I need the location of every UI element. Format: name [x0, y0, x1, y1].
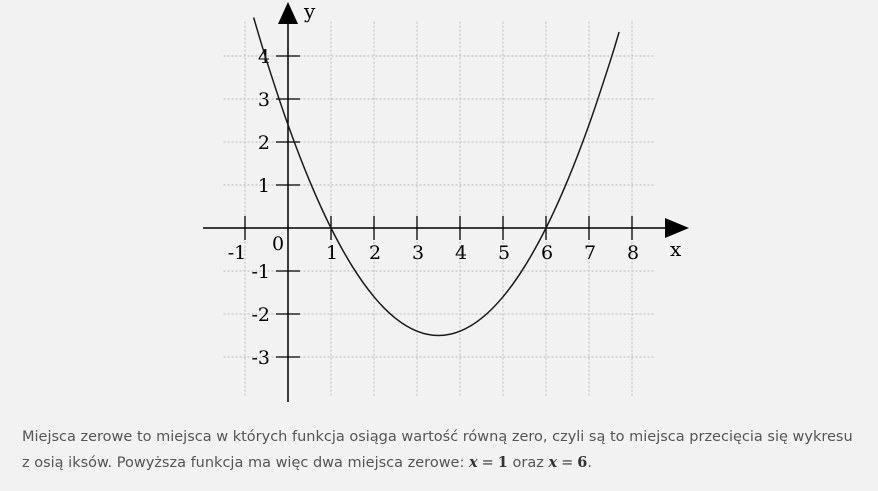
origin-label: 0 — [272, 233, 284, 255]
x-tick-label: 1 — [326, 242, 338, 264]
y-tick-label: -1 — [251, 261, 270, 283]
zero-1-value: 1 — [497, 454, 508, 471]
ticks — [244, 55, 633, 358]
zero-2-expression: x = 6 — [548, 454, 587, 471]
caption-end: . — [587, 455, 592, 471]
x-tick-label: 8 — [627, 242, 639, 264]
x-tick-label: 4 — [455, 242, 467, 264]
x-axis-label: x — [670, 237, 682, 261]
zero-1-expression: x = 1 — [469, 454, 508, 471]
zero-2-value: 6 — [577, 454, 588, 471]
zero-2-variable: x — [548, 454, 558, 471]
y-tick-label: 3 — [258, 89, 270, 111]
y-tick-label: 2 — [258, 132, 270, 154]
zero-2-equals: = — [561, 455, 574, 471]
y-axis-label: y — [303, 0, 316, 23]
x-tick-label: -1 — [228, 242, 247, 264]
x-tick-label: 6 — [541, 242, 553, 264]
caption-conjunction: oraz — [507, 455, 549, 471]
y-tick-label: -2 — [251, 304, 270, 326]
y-axis-arrow — [278, 2, 298, 24]
function-graph-figure: -1 1 2 3 4 5 6 7 8 -3 -2 -1 1 2 3 4 x y 0 — [203, 0, 689, 402]
axes — [203, 2, 689, 402]
x-tick-label: 5 — [498, 242, 510, 264]
x-tick-label: 3 — [412, 242, 424, 264]
caption-line-1: Miejsca zerowe to miejsca w których funk… — [22, 429, 853, 445]
caption-line-2: z osią iksów. Powyższa funkcja ma więc d… — [22, 455, 469, 471]
x-axis-arrow — [665, 218, 689, 238]
parabola-curve — [252, 17, 620, 337]
zero-1-variable: x — [468, 454, 478, 471]
x-tick-label: 2 — [369, 242, 381, 264]
x-tick-label: 7 — [584, 242, 596, 264]
zero-1-equals: = — [481, 455, 494, 471]
explanation-text: Miejsca zerowe to miejsca w których funk… — [22, 424, 872, 476]
y-tick-label: -3 — [251, 347, 270, 369]
y-tick-label: 1 — [258, 175, 270, 197]
